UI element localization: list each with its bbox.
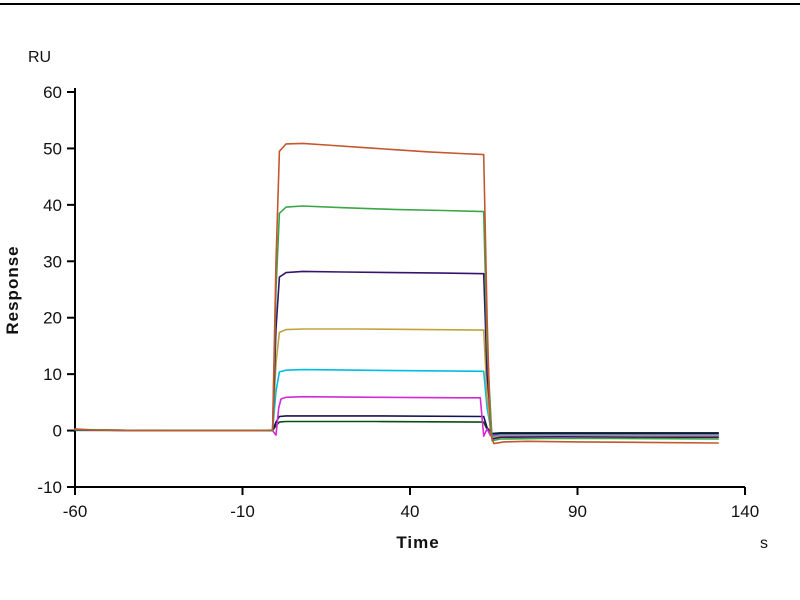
y-tick-label: 40 xyxy=(43,196,62,215)
x-tick-label: 90 xyxy=(568,502,587,521)
series-curve-1-highest xyxy=(74,142,720,445)
y-axis-title: Response xyxy=(3,245,22,334)
series-curve-5 xyxy=(74,368,720,438)
y-tick-label: 10 xyxy=(43,365,62,384)
y-tick-label: 20 xyxy=(43,309,62,328)
x-tick-label: -10 xyxy=(230,502,255,521)
x-tick-label: 40 xyxy=(401,502,420,521)
y-tick-label: 0 xyxy=(53,422,62,441)
y-unit-label: RU xyxy=(28,49,51,66)
x-unit-label: s xyxy=(760,535,768,552)
x-tick-label: 140 xyxy=(731,502,759,521)
x-tick-label: -60 xyxy=(63,502,88,521)
x-axis-title: Time xyxy=(396,533,439,552)
y-tick-label: 60 xyxy=(43,83,62,102)
y-tick-label: 30 xyxy=(43,252,62,271)
series-curve-6 xyxy=(74,395,720,438)
series-curve-3 xyxy=(74,270,720,440)
series-curve-8-lowest xyxy=(74,420,720,435)
y-tick-label: -10 xyxy=(37,478,62,497)
series-curve-2 xyxy=(74,205,720,442)
y-tick-label: 50 xyxy=(43,139,62,158)
